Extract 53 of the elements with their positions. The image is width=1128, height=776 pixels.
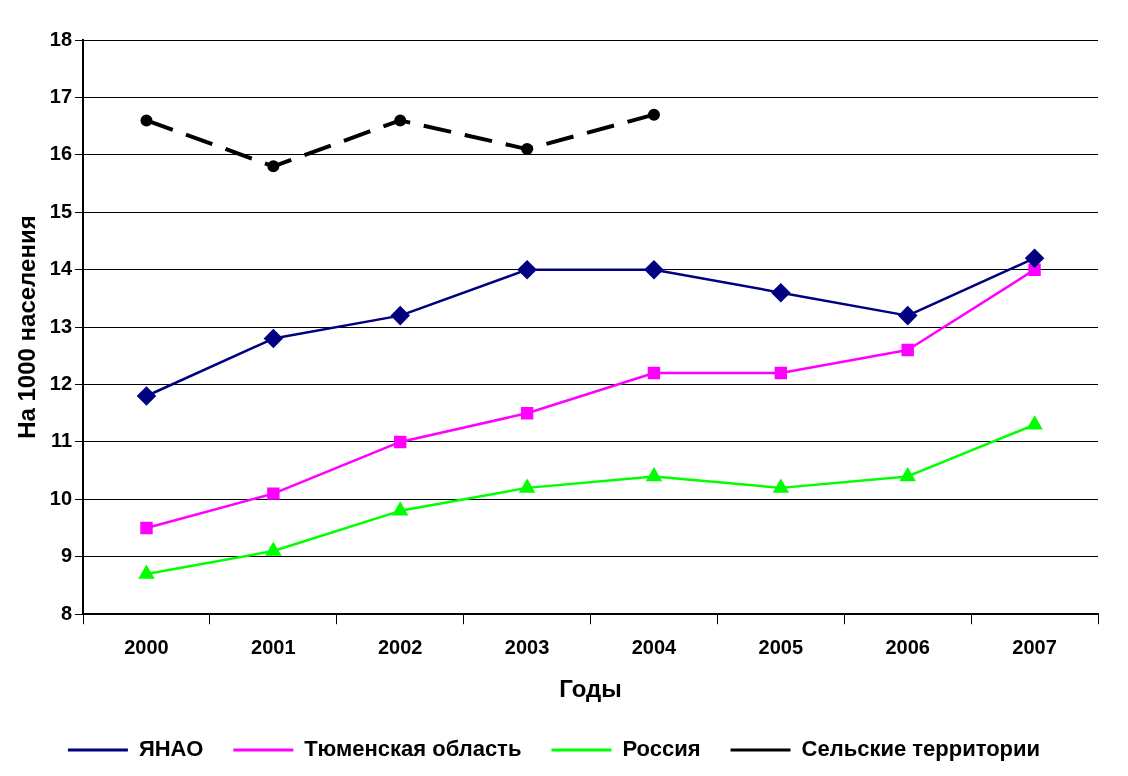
point [267, 487, 280, 500]
y-tick-label: 9 [60, 544, 73, 567]
point [1025, 248, 1044, 268]
point [517, 260, 537, 279]
point [898, 306, 917, 325]
point [140, 521, 153, 535]
point [1027, 416, 1042, 430]
y-tick-label: 10 [49, 486, 73, 509]
x-tick-label: 2005 [758, 635, 804, 658]
y-tick-label: 12 [49, 372, 73, 395]
point [266, 542, 281, 556]
y-tick-label: 15 [49, 199, 73, 222]
legend-label: ЯНАО [138, 736, 204, 762]
y-tick-label: 16 [49, 142, 73, 165]
legend-label: Сельские территории [801, 736, 1041, 762]
x-tick-label: 2007 [1012, 635, 1057, 658]
y-tick-label: 8 [60, 601, 73, 624]
point [394, 114, 407, 127]
x-tick-label: 2000 [124, 635, 169, 658]
y-tick-label: 11 [50, 429, 73, 452]
y-tick-label: 13 [49, 314, 73, 337]
point [646, 468, 662, 482]
x-tick-label: 2002 [377, 635, 423, 658]
point [900, 468, 916, 482]
point [137, 386, 156, 406]
point [392, 502, 408, 516]
point [647, 366, 661, 380]
point [771, 283, 791, 302]
y-tick-label: 18 [49, 27, 73, 50]
point [1028, 263, 1041, 276]
point [520, 407, 534, 420]
point [901, 343, 914, 357]
point [264, 329, 283, 348]
point [267, 160, 280, 173]
legend-label: Россия [622, 736, 701, 762]
point [644, 260, 664, 279]
x-tick-label: 2004 [631, 635, 678, 658]
point [390, 306, 410, 325]
y-tick-label: 17 [49, 84, 73, 107]
x-tick-label: 2003 [504, 635, 550, 658]
point [774, 366, 788, 380]
point [647, 108, 660, 121]
legend-label: Тюменская область [304, 736, 522, 762]
point [519, 479, 535, 493]
point [394, 435, 407, 449]
x-tick-label: 2001 [251, 635, 296, 658]
point [140, 114, 153, 127]
y-tick-label: 14 [49, 257, 73, 280]
x-tick-label: 2006 [885, 635, 930, 658]
point [773, 479, 789, 493]
x-axis-title: Годы [559, 675, 622, 703]
point [139, 565, 154, 579]
y-axis-title: На 1000 населения [13, 215, 41, 439]
